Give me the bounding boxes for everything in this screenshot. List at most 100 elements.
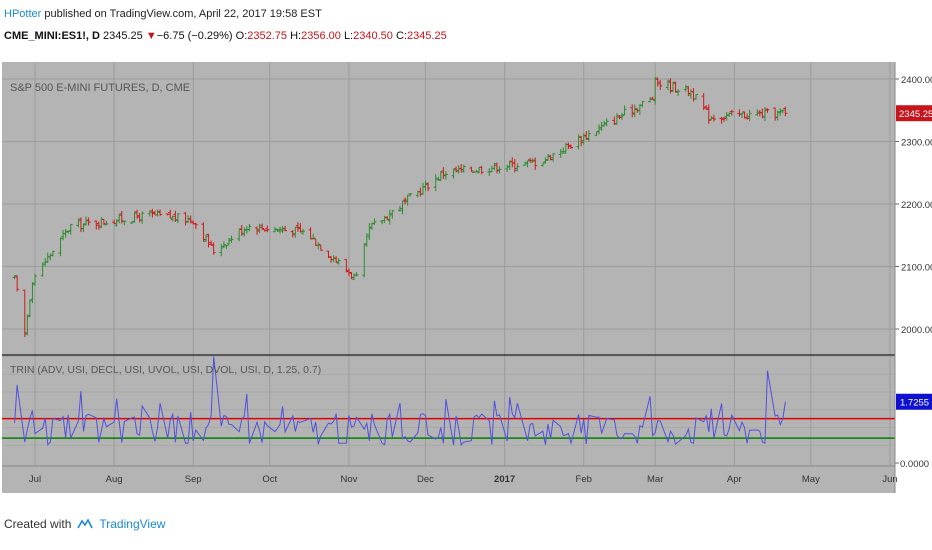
price-candle xyxy=(403,197,408,205)
price-candle xyxy=(775,110,780,121)
price-candle xyxy=(451,168,456,179)
time-axis-background xyxy=(2,466,895,493)
down-arrow-icon: ▼ xyxy=(145,30,157,42)
price-candle xyxy=(278,226,283,234)
y-tick-label: 0.0000 xyxy=(900,459,929,470)
price-candle xyxy=(533,157,538,170)
price-candle xyxy=(84,216,89,226)
price-candle xyxy=(135,209,140,219)
price-candle xyxy=(283,225,288,232)
price-candle xyxy=(387,209,392,225)
price-candle xyxy=(63,229,68,238)
price-candle xyxy=(262,229,267,232)
price-candle xyxy=(168,209,173,219)
price-candle xyxy=(204,234,208,242)
price-candle xyxy=(68,223,73,235)
price-candle xyxy=(226,238,231,246)
price-candle xyxy=(528,158,533,163)
price-candle xyxy=(436,176,441,181)
price-candle xyxy=(566,142,571,150)
price-candle xyxy=(523,161,528,166)
price-candle xyxy=(579,135,584,147)
price-candle xyxy=(773,107,778,121)
price-candle xyxy=(66,230,71,234)
price-candle xyxy=(15,275,20,292)
symbol-label[interactable]: CME_MINI:ES1!, D xyxy=(4,30,100,42)
x-tick-label: May xyxy=(802,474,820,485)
price-axis[interactable]: 2400.00 2300.00 2200.00 2100.00 2000.00 2345.… xyxy=(895,62,932,493)
price-candle xyxy=(147,210,152,217)
price-candle xyxy=(704,105,709,110)
price-candle xyxy=(543,157,548,164)
price-candle xyxy=(170,215,175,222)
price-candle xyxy=(229,235,234,243)
price-candle xyxy=(783,106,788,117)
price-candle xyxy=(724,112,729,121)
price-candle xyxy=(586,130,591,142)
price-candle xyxy=(454,166,459,173)
open-value: 2352.75 xyxy=(247,30,288,42)
price-candle xyxy=(729,109,734,116)
price-candle xyxy=(515,163,520,172)
price-candle xyxy=(497,166,502,174)
price-candle xyxy=(112,219,117,224)
price-candle xyxy=(122,220,127,226)
y-tick-label: 2300.00 xyxy=(901,138,932,149)
price-candle xyxy=(344,258,349,273)
brand-link[interactable]: TradingView xyxy=(99,517,166,531)
price-candle xyxy=(114,219,119,227)
price-candle xyxy=(221,241,226,249)
price-candle xyxy=(362,243,367,278)
price-candle xyxy=(479,166,484,175)
chart-canvas[interactable]: S&P 500 E-MINI FUTURES, D, CME TRIN (ADV… xyxy=(0,55,932,500)
close-label: C: xyxy=(395,30,407,42)
price-candle xyxy=(438,171,443,182)
price-candle xyxy=(668,78,673,94)
price-candle xyxy=(318,244,323,251)
author-link[interactable]: HPotter xyxy=(4,8,42,20)
price-candle xyxy=(364,233,369,247)
price-candle xyxy=(461,164,466,173)
price-candle xyxy=(423,180,428,191)
time-axis[interactable]: Jul Aug Sep Oct Nov Dec 2017 Feb Mar Apr May Jun xyxy=(2,465,898,493)
price-candle xyxy=(648,97,653,103)
price-candle xyxy=(492,162,497,171)
price-candle xyxy=(408,193,413,197)
price-candle xyxy=(558,148,563,159)
price-candle xyxy=(300,228,305,235)
price-candle xyxy=(507,160,512,171)
price-candle xyxy=(686,86,691,97)
price-candle xyxy=(706,104,711,124)
price-candle xyxy=(443,171,448,180)
price-candle xyxy=(614,113,619,125)
price-candle xyxy=(594,131,599,137)
high-label: H: xyxy=(290,30,302,42)
publish-info: HPotter published on TradingView.com, Ap… xyxy=(4,8,322,20)
close-value: 2345.25 xyxy=(406,30,447,42)
trin-pane-title: TRIN (ADV, USI, DECL, USI, UVOL, USI, DV… xyxy=(10,364,321,376)
price-candle xyxy=(494,162,499,174)
price-candle xyxy=(257,223,262,234)
price-candle xyxy=(86,217,91,226)
y-tick-label: 2200.00 xyxy=(901,200,932,211)
price-candle xyxy=(155,209,160,217)
price-candle xyxy=(140,211,145,224)
price-candle xyxy=(602,120,607,127)
trin-last-badge-label: 1.7255 xyxy=(900,398,929,409)
price-candle xyxy=(433,174,438,191)
price-candle xyxy=(474,170,479,173)
price-candle xyxy=(193,222,198,230)
price-candle xyxy=(745,113,750,120)
price-candle xyxy=(390,210,395,219)
low-value: 2340.50 xyxy=(353,30,393,42)
price-candle xyxy=(694,93,699,100)
price-candle xyxy=(418,187,423,197)
price-candle xyxy=(683,84,688,92)
last-price: 2345.25 xyxy=(103,30,143,42)
price-candle xyxy=(30,282,35,304)
price-candle xyxy=(354,272,359,277)
price-candle xyxy=(727,112,732,117)
price-candle xyxy=(188,215,193,224)
price-candle xyxy=(308,227,313,240)
price-candle xyxy=(27,299,32,318)
